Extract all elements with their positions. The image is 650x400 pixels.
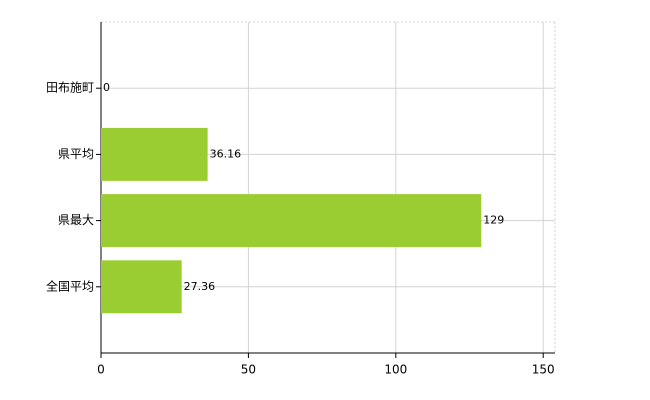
value-label: 36.16 [210, 147, 242, 160]
bar [101, 194, 482, 248]
x-tick-label: 0 [97, 363, 105, 377]
bar [101, 127, 208, 181]
x-tick-label: 100 [384, 363, 407, 377]
x-tick-label: 50 [241, 363, 256, 377]
y-tick-label: 県最大 [58, 213, 94, 227]
y-tick-label: 県平均 [58, 147, 94, 161]
value-label: 27.36 [184, 280, 216, 293]
y-tick-label: 全国平均 [46, 278, 94, 293]
value-label: 0 [103, 81, 110, 94]
y-tick-label: 田布施町 [46, 81, 94, 95]
bar [101, 260, 182, 314]
x-tick-label: 150 [532, 363, 555, 377]
value-label: 129 [483, 214, 504, 227]
